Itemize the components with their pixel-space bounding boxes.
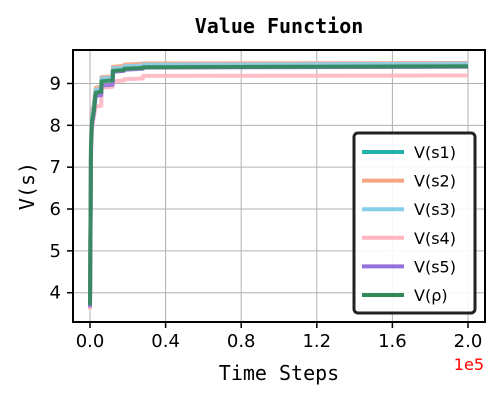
x-tick-label: 0.8 [227,331,256,352]
series-line-6 [88,64,469,306]
axis-ticks: 0.0 0.4 0.8 1.2 1.6 2.0 4 5 6 7 8 9 [50,73,483,352]
y-tick-label: 4 [50,283,61,304]
legend-label: V(ρ) [414,286,448,305]
y-tick-label: 9 [50,73,61,94]
legend-label: V(s1) [414,143,456,162]
x-tick-label: 1.2 [302,331,331,352]
x-tick-label: 2.0 [454,331,483,352]
plot-frame [72,49,486,323]
chart-title: Value Function [195,14,364,38]
x-tick-label: 1.6 [378,331,407,352]
y-tick-label: 6 [50,199,61,220]
legend-label: V(s5) [414,257,456,276]
x-tick-label: 0.0 [76,331,105,352]
x-axis-label: Time Steps [219,361,339,385]
y-axis-label: V(s) [15,162,39,210]
series-lines [88,61,469,310]
y-tick-label: 5 [50,241,61,262]
legend-label: V(s4) [414,229,456,248]
x-multiplier-label: 1e5 [454,355,484,374]
x-tick-label: 0.4 [151,331,180,352]
y-tick-label: 8 [50,115,61,136]
legend: V(s1) V(s2) V(s3) V(s4) V(s5) V(ρ) [352,131,477,315]
y-tick-label: 7 [50,157,61,178]
legend-label: V(s2) [414,172,456,191]
legend-label: V(s3) [414,200,456,219]
